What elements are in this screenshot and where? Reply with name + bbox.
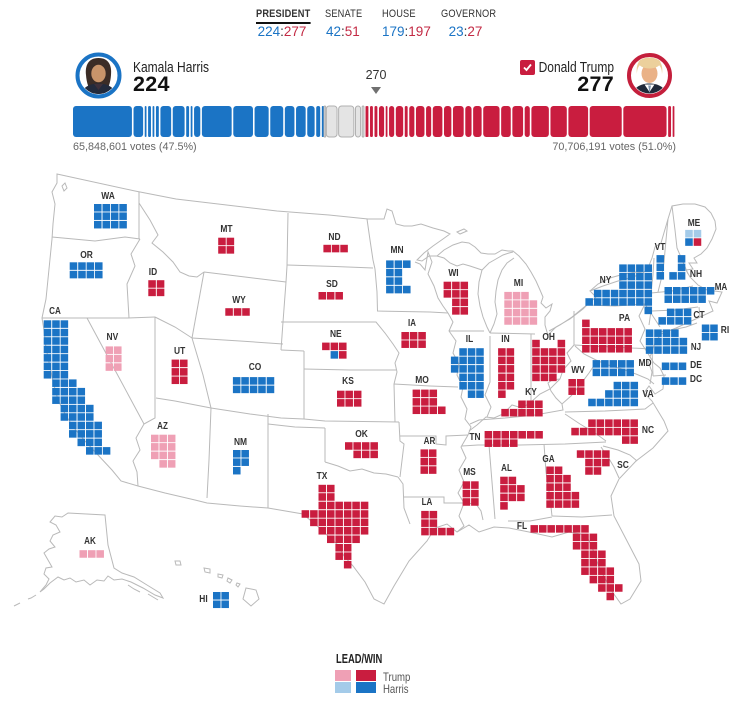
svg-text:NV: NV [107, 331, 119, 343]
svg-text:MT: MT [220, 223, 233, 235]
svg-text:MI: MI [514, 277, 523, 289]
svg-text:NY: NY [600, 274, 612, 286]
svg-text:SC: SC [617, 459, 629, 471]
svg-text:NH: NH [690, 268, 702, 280]
svg-text:MS: MS [463, 466, 476, 478]
svg-text:WY: WY [232, 294, 246, 306]
svg-text:AK: AK [84, 535, 96, 547]
svg-text:MN: MN [390, 244, 403, 256]
svg-text:SD: SD [326, 278, 338, 290]
svg-text:AR: AR [424, 435, 436, 447]
svg-text:WV: WV [571, 364, 585, 376]
svg-text:AL: AL [501, 462, 512, 474]
svg-text:ID: ID [149, 266, 158, 278]
svg-text:IN: IN [501, 333, 509, 345]
svg-text:OH: OH [542, 331, 555, 343]
svg-text:CA: CA [49, 305, 61, 317]
svg-text:CO: CO [249, 361, 262, 373]
svg-text:AZ: AZ [157, 420, 168, 432]
svg-text:NE: NE [330, 328, 342, 340]
svg-text:PA: PA [619, 312, 631, 324]
svg-text:WI: WI [448, 267, 458, 279]
svg-text:HI: HI [199, 593, 207, 605]
svg-text:MO: MO [415, 374, 429, 386]
svg-text:OK: OK [355, 428, 368, 440]
svg-text:OR: OR [80, 249, 93, 261]
svg-text:CT: CT [693, 309, 705, 321]
svg-text:KS: KS [342, 375, 354, 387]
svg-text:MD: MD [638, 357, 651, 369]
svg-text:TX: TX [317, 470, 328, 482]
svg-text:LA: LA [422, 496, 433, 508]
svg-text:VA: VA [642, 388, 654, 400]
svg-text:NC: NC [642, 424, 655, 436]
svg-text:TN: TN [469, 431, 480, 443]
svg-text:VT: VT [655, 241, 666, 253]
svg-text:DC: DC [690, 373, 703, 385]
svg-text:MA: MA [715, 281, 728, 293]
svg-text:DE: DE [690, 359, 702, 371]
svg-text:KY: KY [525, 386, 537, 398]
svg-text:ND: ND [328, 231, 341, 243]
svg-text:IL: IL [466, 333, 474, 345]
svg-text:ME: ME [688, 217, 701, 229]
svg-text:WA: WA [101, 190, 115, 202]
svg-text:NJ: NJ [691, 341, 701, 353]
svg-text:NM: NM [234, 436, 247, 448]
svg-text:FL: FL [517, 520, 528, 532]
svg-text:IA: IA [408, 317, 416, 329]
svg-text:RI: RI [721, 324, 729, 336]
svg-text:GA: GA [542, 453, 555, 465]
svg-text:UT: UT [174, 345, 186, 357]
